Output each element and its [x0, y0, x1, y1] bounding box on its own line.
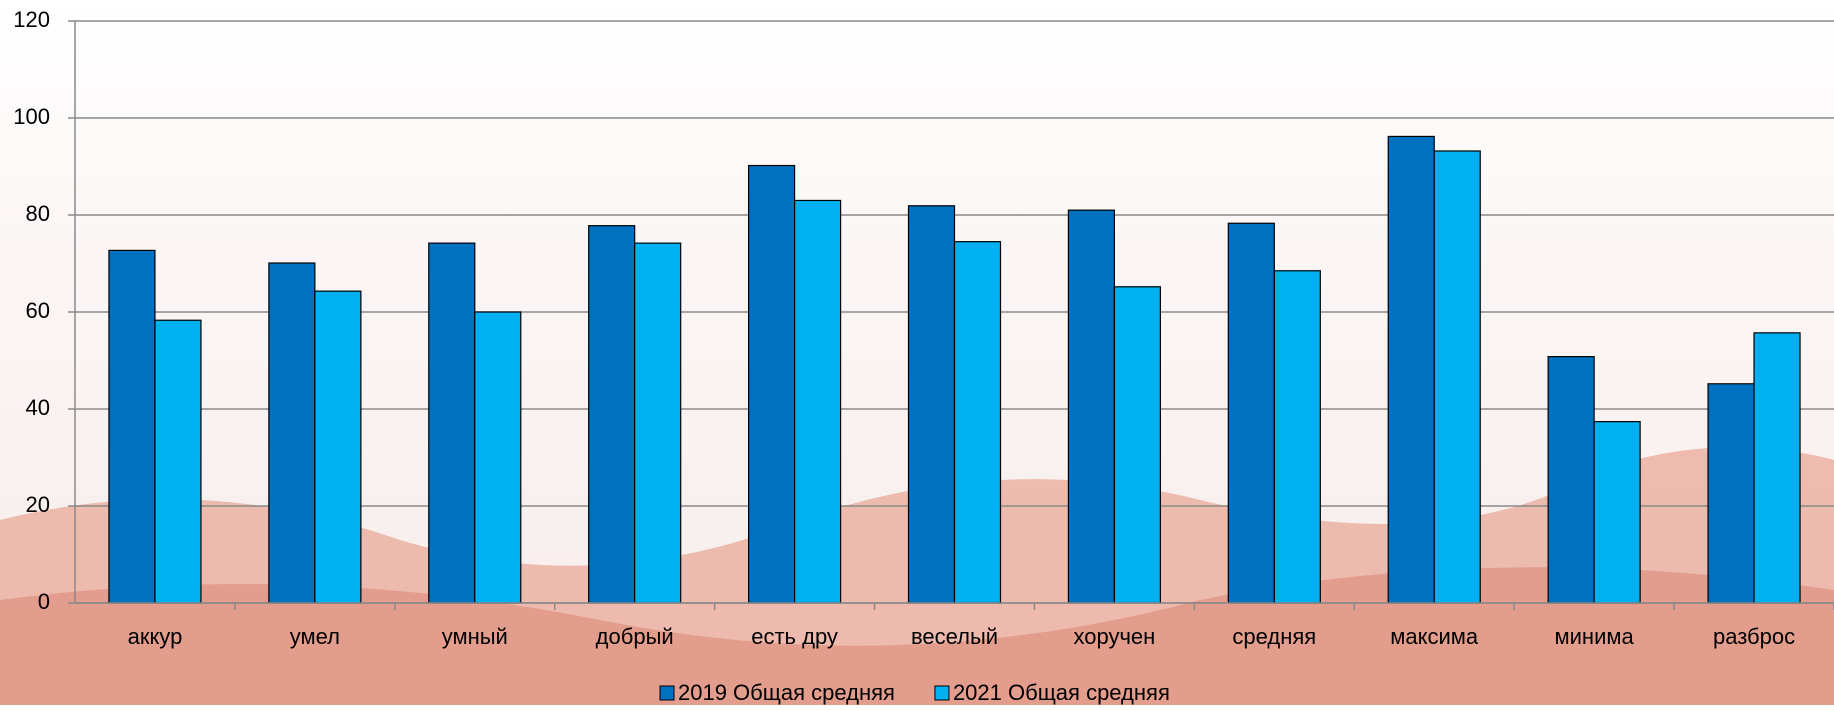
y-tick-label: 40: [26, 395, 50, 420]
x-tick-label: хоручен: [1073, 624, 1155, 649]
y-tick-label: 60: [26, 298, 50, 323]
y-tick-label: 120: [13, 7, 50, 32]
bar: [1067, 209, 1116, 604]
bar: [428, 242, 476, 604]
y-tick-label: 0: [38, 589, 50, 614]
bar: [1547, 356, 1595, 604]
bar: [1433, 150, 1481, 604]
y-tick-label: 80: [26, 201, 50, 226]
y-tick-label: 20: [26, 492, 50, 517]
x-tick-label: есть дру: [751, 624, 838, 649]
x-tick-label: минима: [1555, 624, 1635, 649]
bar: [1707, 383, 1755, 604]
bar: [1227, 222, 1275, 604]
bar: [474, 311, 522, 604]
bar: [747, 164, 796, 604]
bar: [1593, 421, 1641, 604]
bar: [907, 205, 956, 604]
legend-label: 2019 Общая средняя: [678, 680, 895, 705]
legend-swatch: [659, 685, 675, 701]
x-tick-label: аккур: [128, 624, 183, 649]
bar: [108, 249, 156, 604]
bar: [1273, 270, 1321, 604]
x-tick-label: умный: [442, 624, 508, 649]
x-tick-label: веселый: [911, 624, 998, 649]
x-tick-label: разброс: [1713, 624, 1795, 649]
bar: [268, 262, 316, 604]
y-tick-label: 100: [13, 104, 50, 129]
bar: [154, 319, 202, 604]
x-tick-label: умел: [290, 624, 340, 649]
bar: [634, 242, 682, 604]
bar: [1113, 286, 1162, 604]
bar: [314, 290, 362, 604]
bar: [793, 199, 842, 604]
bar: [588, 225, 636, 604]
x-tick-label: добрый: [596, 624, 674, 649]
legend-label: 2021 Общая средняя: [953, 680, 1170, 705]
bar: [1753, 332, 1801, 604]
bar: [1387, 135, 1435, 604]
x-tick-label: средняя: [1232, 624, 1316, 649]
x-tick-label: максима: [1390, 624, 1479, 649]
legend-swatch: [934, 685, 950, 701]
bar: [953, 241, 1002, 604]
